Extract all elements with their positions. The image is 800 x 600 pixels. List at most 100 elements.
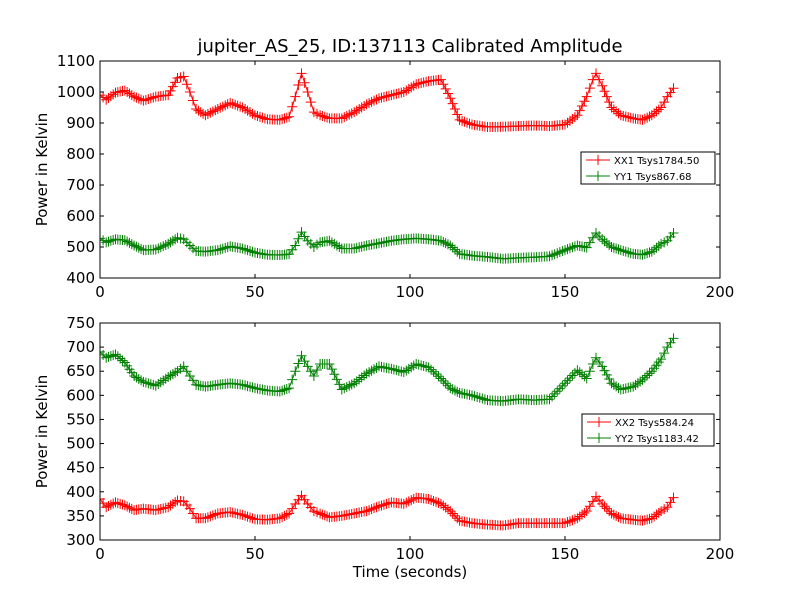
data-point — [668, 492, 679, 503]
data-point — [290, 91, 301, 102]
y-tick-label: 450 — [66, 459, 95, 477]
data-point — [620, 246, 631, 257]
legend-swatch-marker — [594, 433, 604, 443]
data-point — [613, 512, 624, 523]
series-markers-1 — [100, 490, 679, 531]
data-point — [426, 494, 437, 505]
data-point — [293, 358, 304, 369]
data-point — [618, 383, 629, 394]
data-point — [623, 112, 634, 123]
data-point — [356, 372, 367, 383]
data-point — [569, 367, 580, 378]
data-point — [225, 97, 236, 108]
data-point — [296, 68, 307, 79]
data-point — [584, 83, 595, 94]
data-point — [459, 116, 470, 127]
data-point — [252, 111, 263, 122]
data-point — [438, 79, 449, 90]
chart-title: jupiter_AS_25, ID:137113 Calibrated Ampl… — [196, 36, 622, 57]
y-tick-label: 500 — [66, 238, 95, 256]
data-point — [381, 498, 392, 509]
data-point — [378, 499, 389, 510]
data-point — [396, 366, 407, 377]
data-point — [653, 104, 664, 115]
data-point — [108, 350, 119, 361]
data-point — [202, 109, 213, 120]
data-point — [110, 87, 121, 98]
data-point — [579, 371, 590, 382]
data-point — [562, 375, 573, 386]
data-point — [413, 359, 424, 370]
x-tick-label: 200 — [706, 545, 735, 563]
data-point — [312, 365, 322, 376]
data-point — [611, 106, 622, 117]
data-point — [449, 510, 460, 521]
data-point — [401, 497, 412, 508]
series-markers-1 — [100, 68, 679, 133]
data-point — [411, 79, 422, 90]
data-point — [445, 240, 456, 251]
data-point — [341, 382, 352, 393]
data-point — [668, 83, 679, 94]
data-point — [101, 237, 112, 248]
data-point — [447, 98, 458, 109]
data-point — [449, 385, 460, 396]
data-point — [428, 366, 439, 377]
data-point — [101, 352, 112, 363]
data-point — [334, 242, 345, 252]
data-point — [150, 244, 161, 255]
data-point — [322, 112, 333, 123]
data-point — [150, 505, 161, 516]
data-point — [145, 93, 156, 104]
data-point — [426, 364, 437, 375]
data-point — [462, 117, 473, 128]
data-point — [639, 372, 650, 383]
data-point — [564, 373, 575, 384]
data-point — [396, 87, 407, 98]
data-point — [560, 518, 570, 529]
data-point — [212, 104, 223, 115]
data-point — [653, 240, 664, 251]
data-point — [569, 514, 580, 525]
data-point — [143, 378, 154, 389]
data-point — [391, 88, 402, 99]
data-point — [126, 239, 137, 250]
data-point — [472, 391, 483, 402]
data-point — [217, 243, 228, 254]
data-point — [423, 362, 434, 373]
y-tick-label: 600 — [66, 207, 95, 225]
data-point — [293, 80, 304, 91]
data-point — [608, 242, 619, 253]
data-point — [344, 380, 355, 391]
data-point — [207, 510, 218, 521]
data-point — [371, 94, 382, 105]
data-point — [572, 240, 583, 251]
data-point — [230, 508, 241, 519]
data-point — [302, 87, 313, 97]
data-point — [105, 499, 116, 510]
data-point — [431, 496, 442, 507]
data-point — [247, 108, 258, 119]
data-point — [326, 364, 337, 375]
data-point — [436, 235, 446, 246]
data-point — [572, 110, 583, 121]
series-markers-2 — [100, 333, 679, 407]
data-point — [611, 510, 622, 521]
data-point — [122, 501, 133, 512]
data-point — [232, 508, 243, 519]
data-point — [237, 509, 248, 520]
data-point — [388, 364, 399, 375]
data-point — [398, 498, 409, 509]
data-point — [449, 104, 460, 115]
legend-label: XX2 Tsys584.24 — [615, 418, 694, 429]
data-point — [604, 374, 615, 385]
data-point — [597, 361, 608, 372]
data-point — [163, 90, 174, 101]
data-point — [366, 504, 377, 515]
data-point — [240, 380, 251, 391]
data-point — [305, 97, 316, 108]
data-point — [105, 235, 116, 246]
data-point — [449, 244, 460, 255]
data-point — [618, 110, 629, 121]
